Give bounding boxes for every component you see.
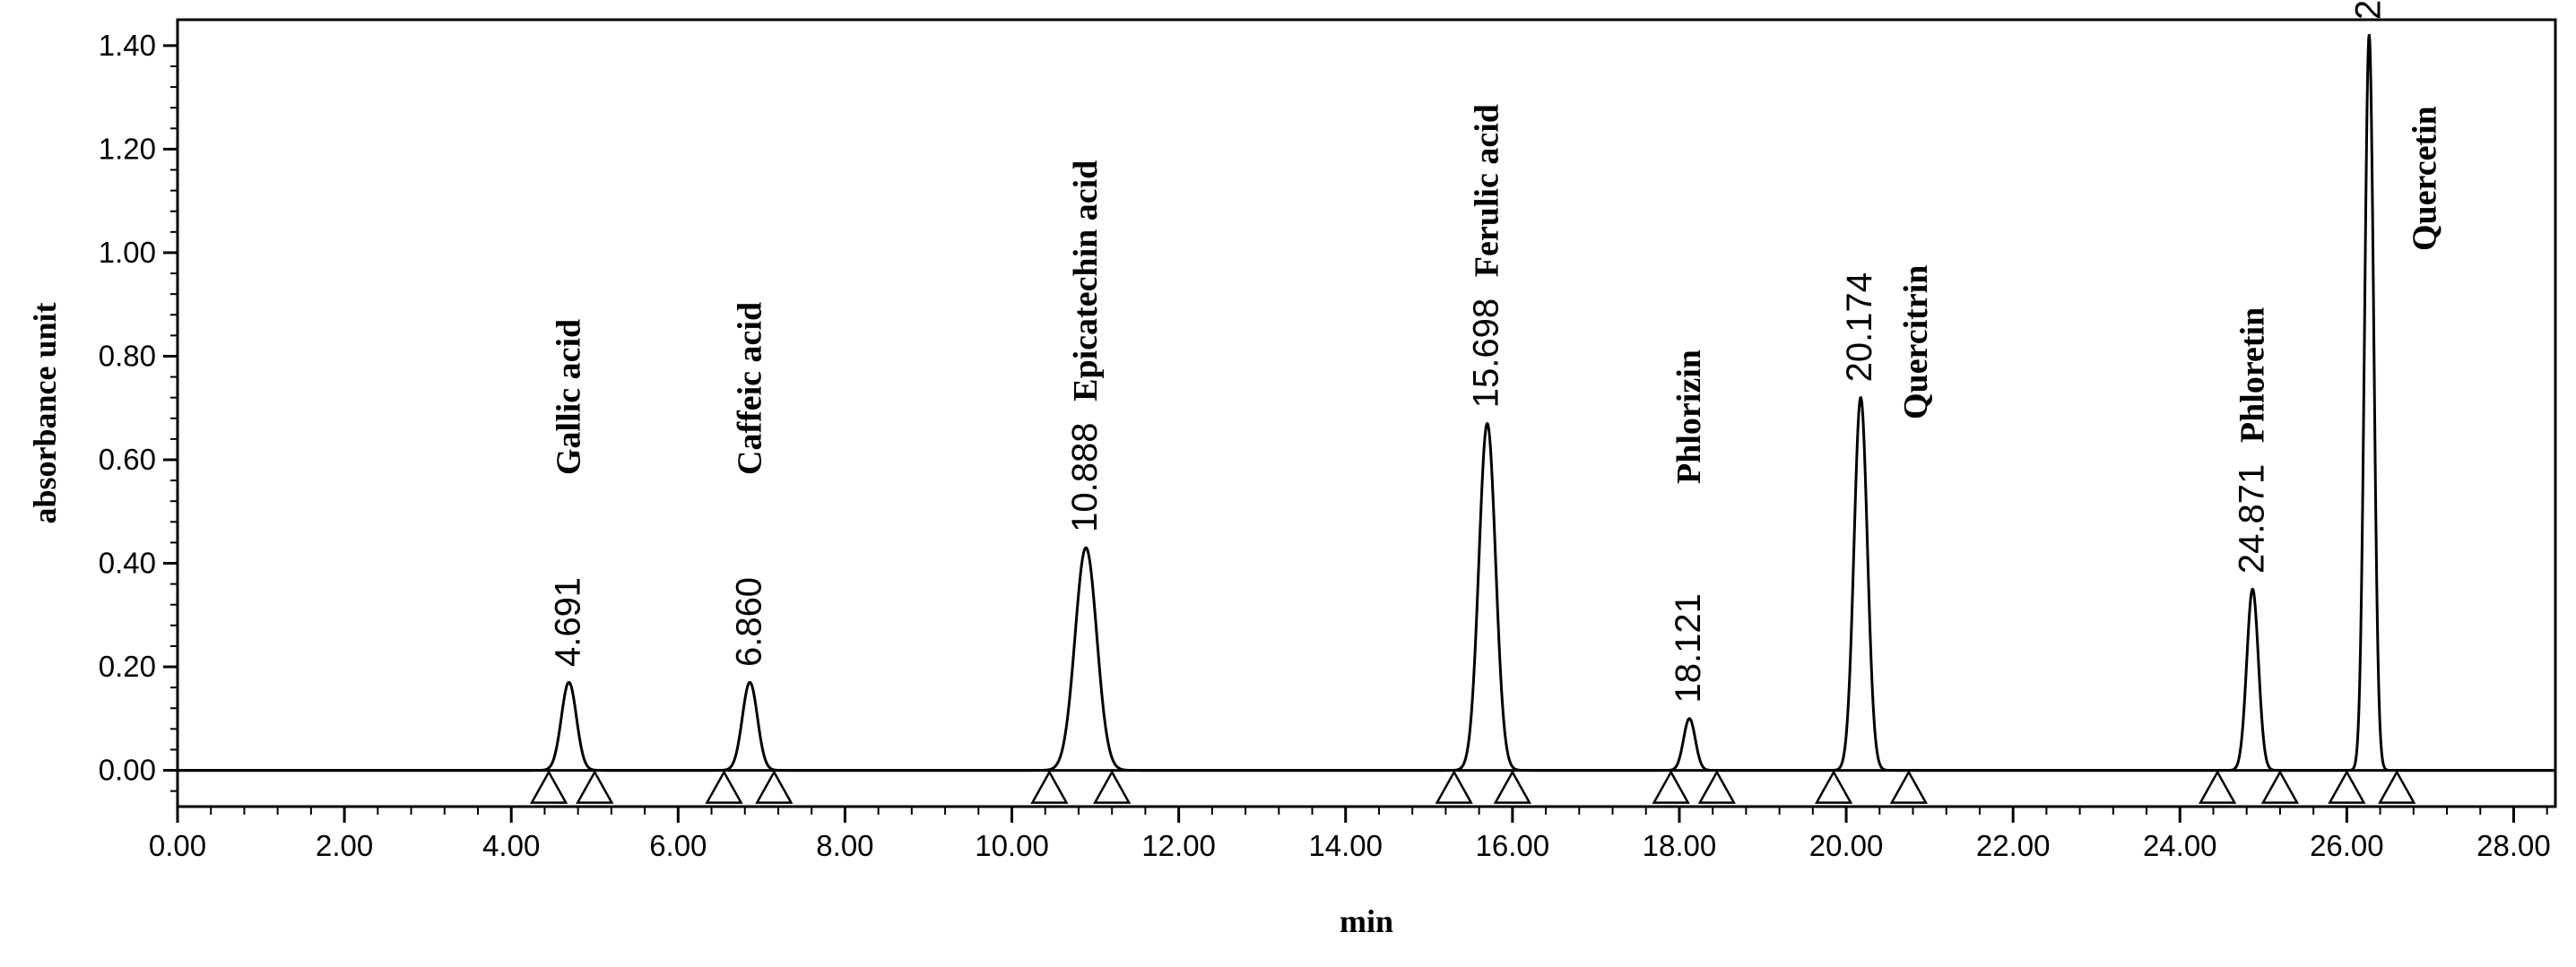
- peak-end-marker: [576, 770, 614, 804]
- y-tick-label: 0.40: [99, 547, 156, 580]
- peak-retention-time: 15.698: [1467, 298, 1506, 408]
- peak-start-marker: [2199, 770, 2237, 804]
- y-tick-label: 0.60: [99, 443, 156, 476]
- peak-start-marker: [1435, 770, 1473, 804]
- x-tick-label: 16.00: [1476, 829, 1550, 862]
- x-axis-title: min: [1340, 903, 1393, 939]
- peak-retention-time: 26.268: [2348, 0, 2388, 20]
- y-tick-label: 0.00: [99, 754, 156, 787]
- chromatogram-trace: [178, 33, 2555, 773]
- y-tick-label: 1.00: [99, 236, 156, 269]
- peak-compound-name: Epicatechin acid: [1067, 160, 1105, 401]
- peak-end-marker: [1493, 770, 1531, 804]
- peak-compound-name: Quercitrin: [1897, 265, 1935, 419]
- x-tick-label: 0.00: [149, 829, 206, 862]
- x-tick-label: 6.00: [649, 829, 707, 862]
- peak-start-marker: [1652, 770, 1690, 804]
- x-tick-label: 18.00: [1643, 829, 1717, 862]
- peak-labels: 4.691 Gallic acid 6.860 Caffeic acid 10.888 E…: [549, 0, 2444, 703]
- peak-retention-time: 10.888: [1065, 423, 1105, 532]
- peak-compound-name: Quercetin: [2406, 106, 2443, 251]
- x-tick-label: 10.00: [975, 829, 1049, 862]
- x-tick-label: 20.00: [1809, 829, 1884, 862]
- y-axis-title: absorbance unit: [27, 302, 63, 523]
- x-tick-label: 4.00: [482, 829, 540, 862]
- peak-compound-name: Phloretin: [2233, 307, 2271, 443]
- peak-end-marker: [1889, 770, 1928, 804]
- peak-compound-name: Gallic acid: [551, 319, 588, 475]
- x-axis: 0.00 2.00 4.00 6.00 8.00 10.00 12.00 14.00 16.00…: [149, 807, 2551, 862]
- peak-end-marker: [1697, 770, 1736, 804]
- y-tick-label: 1.20: [99, 132, 156, 165]
- peak-retention-time: 20.174: [1840, 272, 1879, 382]
- y-tick-label: 0.20: [99, 650, 156, 683]
- peak-compound-name: Ferulic acid: [1469, 104, 1506, 277]
- peak-compound-name: Caffeic acid: [731, 302, 768, 475]
- peak-retention-time: 24.871: [2232, 464, 2271, 574]
- plot-frame: [176, 18, 2557, 808]
- peak-end-marker: [1093, 770, 1132, 804]
- x-tick-label: 8.00: [816, 829, 873, 862]
- peak-end-marker: [2378, 770, 2416, 804]
- integration-markers: [529, 770, 2416, 804]
- peak-start-marker: [1030, 770, 1069, 804]
- x-tick-label: 28.00: [2476, 829, 2551, 862]
- x-tick-label: 14.00: [1308, 829, 1383, 862]
- peak-compound-name: Phlorizin: [1670, 350, 1708, 484]
- peak-retention-time: 6.860: [729, 577, 768, 667]
- x-tick-label: 22.00: [1976, 829, 2051, 862]
- peak-start-marker: [529, 770, 568, 804]
- x-tick-label: 26.00: [2310, 829, 2384, 862]
- peak-end-marker: [2260, 770, 2300, 804]
- peak-end-marker: [755, 770, 794, 804]
- peak-retention-time: 4.691: [549, 577, 588, 667]
- y-axis: 0.00 0.20 0.40 0.60 0.80 1.00 1.20 1.40: [99, 29, 178, 792]
- x-tick-label: 12.00: [1141, 829, 1216, 862]
- peak-retention-time: 18.121: [1669, 593, 1708, 703]
- x-tick-label: 2.00: [316, 829, 373, 862]
- peak-start-marker: [2328, 770, 2366, 804]
- x-tick-label: 24.00: [2143, 829, 2217, 862]
- y-tick-label: 0.80: [99, 339, 156, 372]
- peak-start-marker: [705, 770, 743, 804]
- peak-start-marker: [1814, 770, 1853, 804]
- y-tick-label: 1.40: [99, 29, 156, 62]
